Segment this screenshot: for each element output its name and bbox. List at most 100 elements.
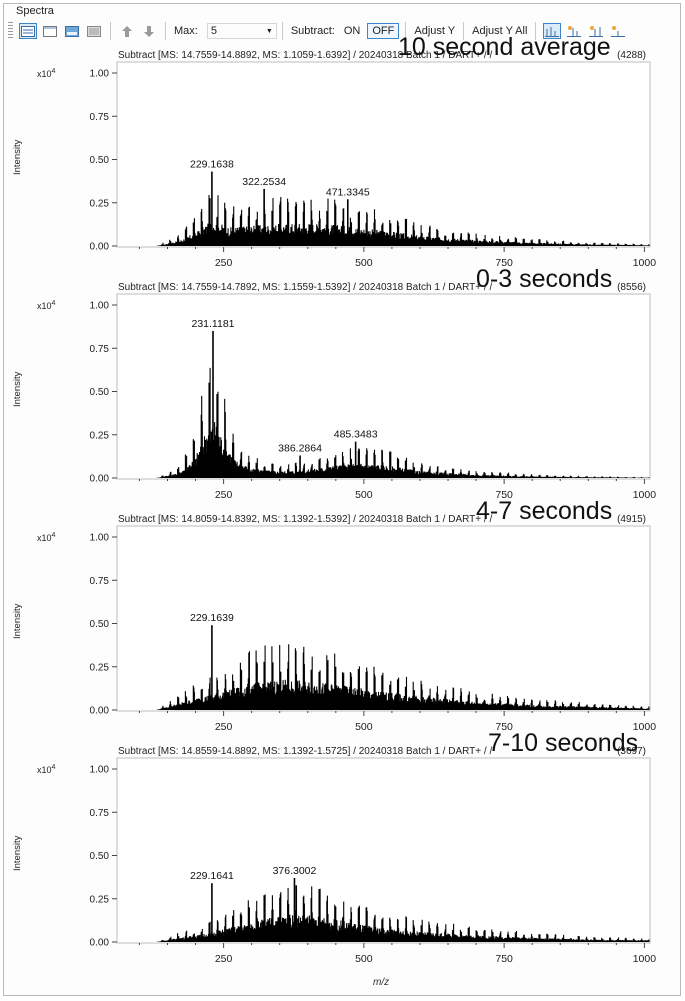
peak-mz-label: 229.1639 — [190, 612, 234, 624]
subtract-on-button[interactable]: ON — [343, 25, 361, 37]
spectrum-header: Subtract [MS: 14.8559-14.8892, MS: 1.139… — [118, 746, 650, 758]
y-exponent-label: x104 — [37, 68, 55, 79]
spectrum-header-text: Subtract [MS: 14.7559-14.7892, MS: 1.155… — [118, 282, 493, 293]
y-tick-label: 0.25 — [90, 430, 110, 441]
peak-mz-label: 471.3345 — [326, 186, 370, 198]
y-exponent-power: 4 — [51, 300, 56, 307]
layout-grid-icon[interactable] — [85, 23, 103, 39]
spectrum-chart: 1.00 0.75 0.50 0.25 0.00 250 500 750 1000 229.164… — [90, 757, 657, 965]
plot-area[interactable] — [116, 61, 651, 248]
spectrum-panel[interactable]: Subtract [MS: 14.8559-14.8892, MS: 1.139… — [0, 729, 685, 978]
y-exponent-label: x104 — [37, 532, 55, 543]
dropdown-arrow-icon: ▼ — [265, 27, 273, 35]
spectrum-scan-count: (4915) — [617, 514, 646, 525]
spectrum-trace — [156, 367, 650, 478]
x-tick-label: 750 — [495, 257, 513, 269]
plot-area[interactable] — [116, 525, 651, 712]
x-tick-label: 1000 — [633, 489, 657, 501]
y-exponent-base: x10 — [37, 533, 52, 543]
y-axis-title: Intensity — [12, 139, 23, 175]
x-tick-label: 750 — [495, 721, 513, 733]
x-tick-label: 250 — [215, 489, 233, 501]
subtract-label: Subtract: — [290, 25, 335, 37]
peak-mz-label: 229.1638 — [190, 159, 234, 171]
spectrum-header-text: Subtract [MS: 14.8059-14.8392, MS: 1.139… — [118, 514, 493, 525]
spectrum-header-text: Subtract [MS: 14.8559-14.8892, MS: 1.139… — [118, 746, 493, 757]
spectrum-header: Subtract [MS: 14.7559-14.8892, MS: 1.105… — [118, 50, 650, 62]
spectrum-chart: 1.00 0.75 0.50 0.25 0.00 250 500 750 1000 229.163… — [90, 525, 657, 733]
panel-caption: 4-7 seconds — [476, 497, 613, 525]
y-exponent-power: 4 — [51, 764, 56, 771]
peak-mass-icon[interactable] — [565, 23, 583, 39]
toolbar-separator — [463, 22, 465, 40]
y-tick-label: 0.75 — [90, 808, 110, 819]
toolbar-separator — [535, 22, 537, 40]
y-tick-label: 0.00 — [90, 706, 110, 717]
spectrum-header: Subtract [MS: 14.8059-14.8392, MS: 1.139… — [118, 514, 650, 526]
y-tick-label: 1.00 — [90, 301, 110, 312]
x-tick-label: 500 — [355, 953, 373, 965]
plot-area[interactable] — [116, 757, 651, 944]
y-tick-label: 0.00 — [90, 242, 110, 253]
peak-label-icon[interactable] — [543, 23, 562, 39]
max-select-value: 5 — [210, 25, 217, 37]
spectrum-scan-count: (8556) — [617, 282, 646, 293]
toolbar-separator — [165, 22, 166, 40]
y-tick-label: 0.75 — [90, 344, 110, 355]
peak-annotation-icon[interactable] — [609, 23, 627, 39]
peak-mz-label: 386.2864 — [278, 443, 322, 455]
y-tick-label: 0.75 — [90, 112, 110, 123]
adjust-y-button[interactable]: Adjust Y — [414, 25, 456, 37]
arrow-up-icon[interactable] — [118, 23, 136, 39]
toolbar-separator — [110, 22, 111, 40]
spectrum-header-text: Subtract [MS: 14.7559-14.8892, MS: 1.105… — [118, 50, 493, 61]
adjust-y-all-button[interactable]: Adjust Y All — [472, 25, 528, 37]
y-tick-label: 0.50 — [90, 619, 110, 630]
x-tick-label: 500 — [355, 721, 373, 733]
layout-single-icon[interactable] — [41, 23, 59, 39]
y-axis-title: Intensity — [12, 603, 23, 639]
x-tick-label: 1000 — [633, 953, 657, 965]
y-axis-title: Intensity — [12, 835, 23, 871]
spectrum-panel[interactable]: Subtract [MS: 14.8059-14.8392, MS: 1.139… — [0, 497, 685, 746]
y-tick-label: 0.50 — [90, 387, 110, 398]
y-tick-label: 0.75 — [90, 576, 110, 587]
max-select[interactable]: 5 ▼ — [206, 23, 277, 39]
y-exponent-power: 4 — [51, 68, 56, 75]
layout-list-icon[interactable] — [19, 23, 37, 39]
y-tick-label: 0.00 — [90, 474, 110, 485]
x-tick-label: 750 — [495, 489, 513, 501]
peak-mass-intensity-icon[interactable] — [587, 23, 605, 39]
panel-caption: 7-10 seconds — [488, 729, 639, 757]
spectrum-scan-count: (3697) — [617, 746, 646, 757]
x-tick-label: 500 — [355, 489, 373, 501]
x-tick-label: 250 — [215, 721, 233, 733]
spectrum-panel[interactable]: Subtract [MS: 14.7559-14.7892, MS: 1.155… — [0, 265, 685, 514]
y-exponent-label: x104 — [37, 764, 55, 775]
y-tick-label: 0.50 — [90, 851, 110, 862]
x-tick-label: 750 — [495, 953, 513, 965]
y-exponent-power: 4 — [51, 532, 56, 539]
y-tick-label: 1.00 — [90, 69, 110, 80]
max-label: Max: — [174, 25, 198, 37]
y-exponent-base: x10 — [37, 301, 52, 311]
spectrum-panel[interactable]: Subtract [MS: 14.7559-14.8892, MS: 1.105… — [0, 33, 685, 282]
peak-mz-label: 485.3483 — [334, 429, 378, 441]
spectrum-chart: 1.00 0.75 0.50 0.25 0.00 250 500 750 1000 231.118… — [90, 293, 657, 501]
toolbar-separator — [281, 22, 283, 40]
x-tick-label: 250 — [215, 953, 233, 965]
subtract-off-button[interactable]: OFF — [367, 23, 400, 39]
panel-caption: 10 second average — [398, 33, 611, 61]
y-axis-title: Intensity — [12, 371, 23, 407]
peak-mz-label: 231.1181 — [191, 318, 234, 330]
arrow-down-icon[interactable] — [140, 23, 158, 39]
y-tick-label: 0.00 — [90, 938, 110, 949]
toolbar: Max: 5 ▼ Subtract: ON OFF Adjust Y Adjus… — [8, 18, 675, 44]
group-title: Spectra — [14, 5, 56, 17]
spectrum-chart: 1.00 0.75 0.50 0.25 0.00 250 500 750 1000 229.163… — [90, 61, 656, 269]
x-tick-label: 1000 — [633, 721, 657, 733]
spectrum-header: Subtract [MS: 14.7559-14.7892, MS: 1.155… — [118, 282, 650, 294]
toolbar-grip[interactable] — [8, 22, 13, 40]
layout-image-icon[interactable] — [63, 23, 81, 39]
y-tick-label: 0.25 — [90, 894, 110, 905]
